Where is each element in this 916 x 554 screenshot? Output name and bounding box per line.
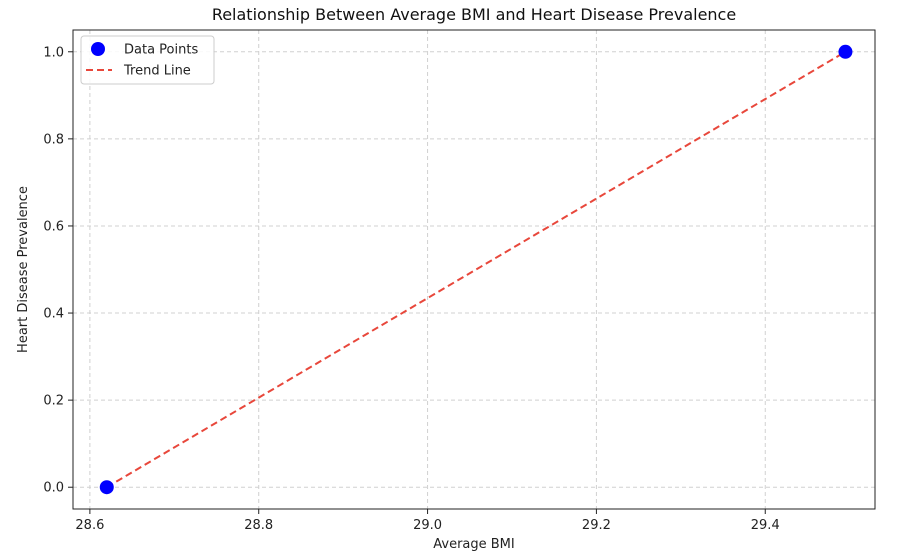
legend-label-data-points: Data Points xyxy=(124,43,198,58)
legend-box xyxy=(80,35,215,85)
y-tick-label: 0.0 xyxy=(43,481,64,496)
x-axis-ticks: 28.6 28.8 29.0 29.2 29.4 xyxy=(75,509,780,533)
data-point xyxy=(99,480,114,495)
legend-marker-data-points xyxy=(91,42,105,56)
y-axis-ticks: 0.0 0.2 0.4 0.6 0.8 1.0 xyxy=(43,45,73,496)
legend-label-trend-line: Trend Line xyxy=(123,64,191,79)
chart-title: Relationship Between Average BMI and Hea… xyxy=(212,5,736,24)
y-tick-label: 1.0 xyxy=(43,45,64,60)
x-axis-label: Average BMI xyxy=(433,537,515,552)
y-tick-label: 0.2 xyxy=(43,394,64,409)
series xyxy=(99,44,853,495)
x-tick-label: 29.0 xyxy=(413,518,442,533)
x-tick-label: 29.4 xyxy=(751,518,780,533)
x-tick-label: 28.8 xyxy=(244,518,273,533)
trend-line xyxy=(106,50,846,489)
data-point xyxy=(838,44,853,59)
x-tick-label: 29.2 xyxy=(582,518,611,533)
y-axis-label: Heart Disease Prevalence xyxy=(16,186,31,353)
y-tick-label: 0.6 xyxy=(43,219,64,234)
y-tick-label: 0.8 xyxy=(43,132,64,147)
x-tick-label: 28.6 xyxy=(75,518,104,533)
plot-area xyxy=(72,29,876,510)
legend: Data Points Trend Line xyxy=(80,35,215,85)
y-tick-label: 0.4 xyxy=(43,307,64,322)
